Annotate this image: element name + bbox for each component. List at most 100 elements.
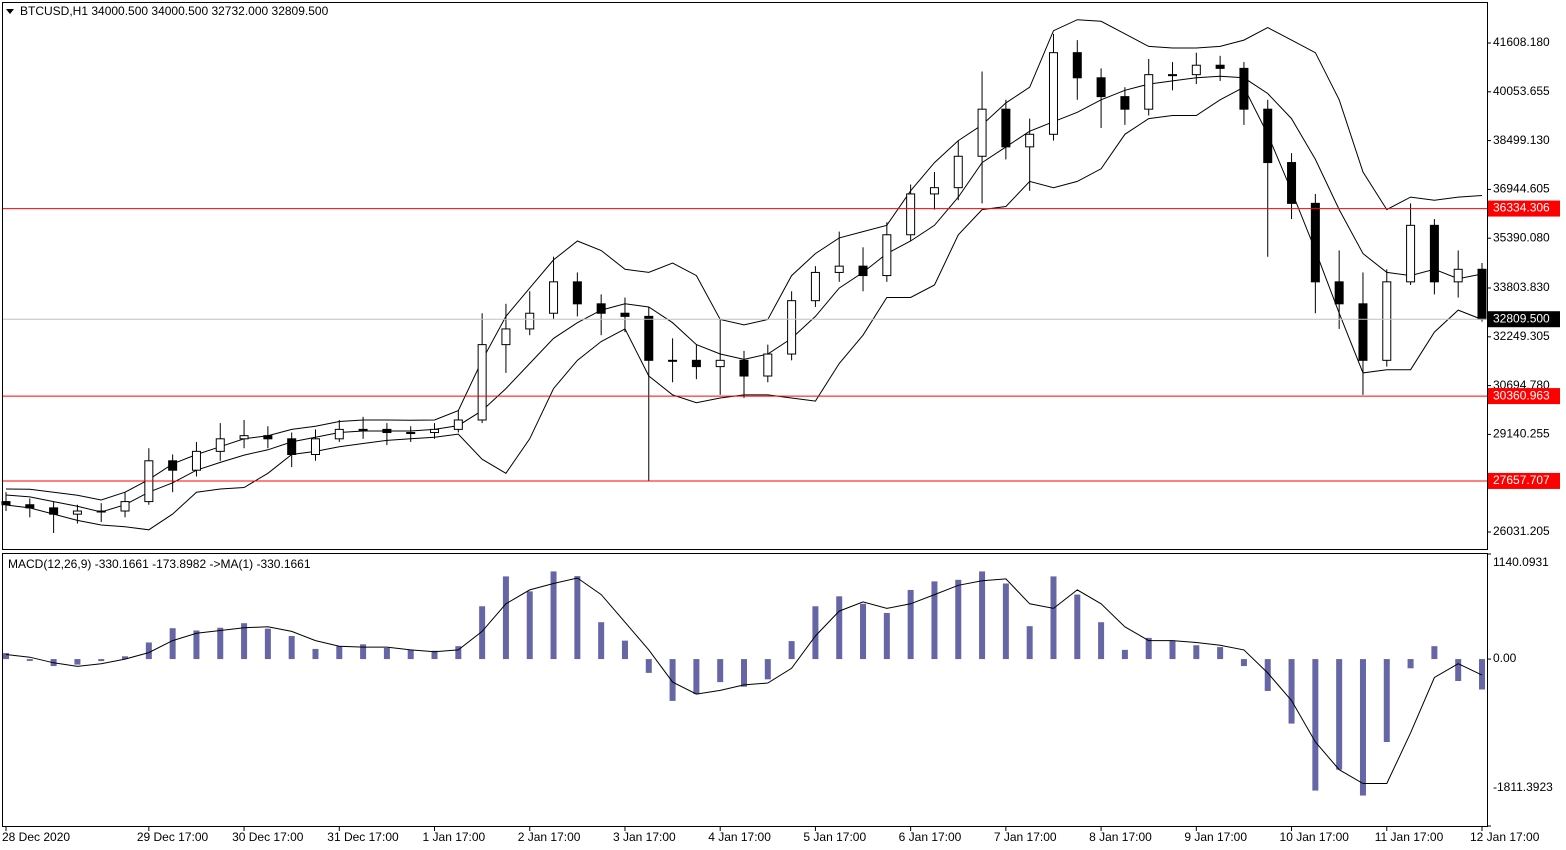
level-box (1488, 388, 1560, 405)
y-tick-label: 38499.130 (1493, 133, 1550, 147)
macd-bar (883, 612, 890, 660)
level-label: 30360.963 (1493, 388, 1550, 402)
candle-body (715, 359, 725, 368)
menu-triangle[interactable] (6, 9, 14, 14)
macd-bar (1050, 576, 1057, 660)
macd-bar (98, 659, 105, 662)
macd-bar (145, 642, 152, 660)
level-label: 36334.306 (1493, 201, 1550, 215)
candle-body (810, 271, 820, 302)
macd-bar (574, 576, 581, 660)
candle-body (239, 435, 249, 440)
candle-body (1120, 96, 1130, 110)
candle-body (334, 428, 344, 440)
macd-bar (383, 648, 390, 660)
candle-body (858, 265, 868, 277)
macd-bar (1383, 659, 1390, 743)
candle-body (1429, 224, 1439, 283)
macd-bar (717, 659, 724, 683)
macd-bar (1240, 659, 1247, 667)
macd-bar (193, 630, 200, 660)
x-tick-label: 12 Jan 17:00 (1470, 830, 1540, 844)
candle-body (929, 187, 939, 195)
candle-body (1358, 303, 1368, 361)
price-panel (2, 2, 1488, 550)
macd-bar (122, 656, 129, 660)
macd-bar (1312, 659, 1319, 791)
candle-body (263, 435, 273, 440)
y-tick-label: 0.00 (1493, 651, 1517, 665)
macd-bar (431, 650, 438, 660)
x-tick-label: 2 Jan 17:00 (518, 830, 581, 844)
macd-bar (312, 648, 319, 660)
macd-bar (1193, 645, 1200, 660)
macd-bar (479, 606, 486, 660)
candle-body (572, 281, 582, 305)
candle-body (25, 504, 35, 509)
candle-body (1048, 52, 1058, 135)
candle-body (72, 510, 82, 515)
candle-body (453, 419, 463, 430)
y-tick-label: 1140.0931 (1493, 555, 1549, 569)
macd-bar (1336, 659, 1343, 770)
macd-bar (907, 589, 914, 660)
candle-body (1072, 52, 1082, 79)
macd-bar (788, 641, 795, 660)
candle-body (906, 193, 916, 236)
macd-bar (860, 603, 867, 660)
macd-bar (217, 627, 224, 660)
x-tick-label: 28 Dec 2020 (2, 830, 70, 844)
macd-bar (1431, 646, 1438, 660)
macd-bar (455, 646, 462, 660)
candle-body (382, 428, 392, 434)
level-box (1488, 200, 1560, 217)
bollinger-upper (5, 19, 1483, 501)
last-price-box (1488, 311, 1560, 328)
macd-bar (264, 628, 271, 660)
candle-body (168, 460, 178, 471)
macd-bar (1026, 626, 1033, 660)
candle-body (549, 281, 559, 314)
y-tick-label: 29140.255 (1493, 427, 1550, 441)
candle-body (310, 438, 320, 456)
macd-bar (645, 659, 652, 673)
macd-bar (1455, 659, 1462, 682)
candle-body (1310, 202, 1320, 283)
last-price-label: 32809.500 (1493, 311, 1550, 325)
x-tick-label: 4 Jan 17:00 (708, 830, 771, 844)
macd-bar (288, 636, 295, 660)
y-tick-label: 41608.180 (1493, 35, 1550, 49)
candle-body (525, 312, 535, 330)
x-tick-label: 7 Jan 17:00 (994, 830, 1057, 844)
candle-body (644, 315, 654, 361)
macd-bar (1002, 583, 1009, 660)
macd-bar (1407, 659, 1414, 669)
x-tick-label: 5 Jan 17:00 (803, 830, 866, 844)
x-tick-label: 9 Jan 17:00 (1184, 830, 1247, 844)
candle-body (1334, 281, 1344, 305)
macd-bar (955, 579, 962, 660)
candle-body (1096, 77, 1106, 98)
candle-body (1406, 224, 1416, 283)
candle-body (1, 501, 11, 506)
macd-bar (693, 659, 700, 695)
macd-panel (2, 553, 1488, 827)
macd-bar (1359, 659, 1366, 796)
level-label: 27657.707 (1493, 473, 1550, 487)
candle-body (1477, 268, 1487, 320)
macd-bar (74, 659, 81, 665)
macd-bar (169, 628, 176, 660)
x-tick-label: 6 Jan 17:00 (899, 830, 962, 844)
macd-bar (526, 591, 533, 660)
candle-body (406, 432, 416, 435)
candle-body (1215, 64, 1225, 69)
candle-body (1453, 268, 1463, 283)
candle-body (358, 428, 368, 431)
macd-bar (502, 576, 509, 660)
macd-bar (336, 646, 343, 660)
x-tick-label: 31 Dec 17:00 (327, 830, 399, 844)
candle-body (1263, 108, 1273, 164)
candle-body (1239, 67, 1249, 110)
macd-bar (1074, 594, 1081, 660)
